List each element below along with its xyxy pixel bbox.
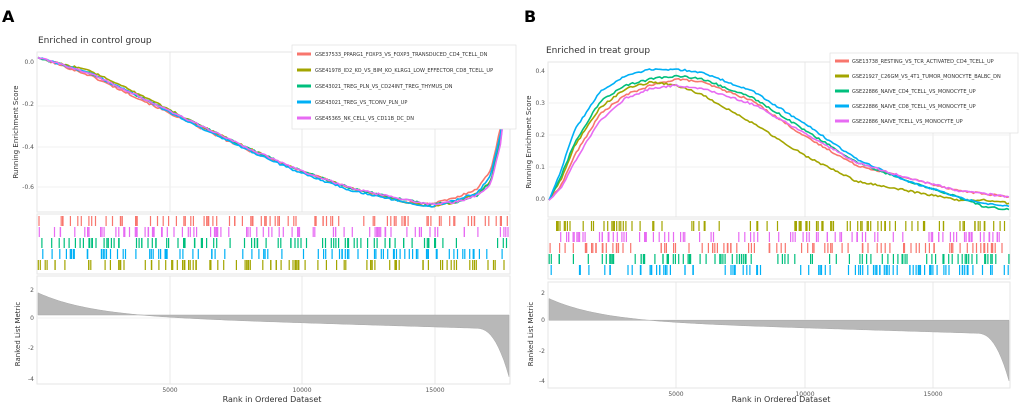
x-tick-label: 10000 bbox=[795, 391, 814, 398]
panel-b-es-frame bbox=[547, 61, 1011, 218]
es-ytick-label: -0.2 bbox=[22, 101, 34, 108]
es-ytick-label: 0.3 bbox=[535, 100, 545, 107]
legend-entry: GSE43021_TREG_VS_TCONV_PLN_UP bbox=[315, 100, 407, 106]
es-ytick-label: 0.2 bbox=[535, 132, 545, 139]
metric-ytick-label: 0 bbox=[541, 317, 545, 324]
metric-ytick-label: 2 bbox=[541, 290, 545, 297]
panel-a-es-frame bbox=[36, 51, 511, 213]
legend-entry: GSE22886_NAIVE_TCELL_VS_MONOCYTE_UP bbox=[852, 119, 963, 125]
panel-b-metric-frame bbox=[547, 281, 1011, 389]
panel-b-metric-plot: 2 0 -2 -4 5000 10000 15000 bbox=[539, 281, 1011, 398]
legend-box bbox=[291, 44, 517, 130]
legend-entry: GSE22886_NAIVE_CD8_TCELL_VS_MONOCYTE_UP bbox=[852, 104, 976, 110]
panel-a-metric-frame bbox=[36, 275, 511, 385]
metric-ytick-label: -2 bbox=[28, 345, 34, 352]
panel-a-metric-plot: 2 0 -2 -4 5000 10000 15000 bbox=[28, 275, 511, 394]
legend-box bbox=[829, 52, 1019, 134]
panel-a: A Enriched in control group Running Enri… bbox=[2, 7, 517, 404]
legend-entry: GSE37533_PPARG1_FOXP3_VS_FOXP3_TRANSDUCE… bbox=[315, 52, 488, 58]
panel-b-hit-tracks bbox=[547, 218, 1011, 280]
panel-a-label: A bbox=[2, 7, 15, 26]
es-curve-gse22886-tcell bbox=[548, 84, 1010, 201]
es-curve-gse21927 bbox=[548, 80, 1010, 205]
es-ytick-label: -0.4 bbox=[22, 144, 34, 151]
metric-ytick-label: 2 bbox=[30, 287, 34, 294]
x-tick-label: 15000 bbox=[923, 391, 942, 398]
legend-entry: GSE13738_RESTING_VS_TCR_ACTIVATED_CD4_TC… bbox=[852, 59, 994, 65]
es-ytick-label: 0.4 bbox=[535, 68, 545, 75]
panel-a-es-ylabel: Running Enrichment Score bbox=[12, 85, 20, 178]
panel-b-es-plot: 0.4 0.3 0.2 0.1 0.0 GSE13738_RESTING_VS_… bbox=[535, 52, 1019, 218]
legend-entry: GSE45365_NK_CELL_VS_CD11B_DC_DN bbox=[315, 116, 414, 122]
panel-b-es-ylabel: Running Enrichment Score bbox=[525, 95, 533, 188]
panel-b: B Enriched in treat group Running Enrich… bbox=[524, 7, 1019, 404]
es-ytick-label: -0.6 bbox=[22, 184, 34, 191]
panel-a-es-plot: 0.0 -0.2 -0.4 -0.6 GSE37533_PPARG1_FOXP3… bbox=[22, 44, 517, 213]
legend-entry: GSE43021_TREG_PLN_VS_CD24INT_TREG_THYMUS… bbox=[315, 84, 453, 90]
metric-ytick-label: 0 bbox=[30, 315, 34, 322]
panel-b-hit-marks bbox=[548, 221, 1010, 275]
es-curve-gse45365 bbox=[37, 56, 510, 206]
x-tick-label: 5000 bbox=[668, 391, 683, 398]
panel-a-ranked-metric-area bbox=[37, 292, 510, 377]
metric-ytick-label: -4 bbox=[539, 378, 545, 385]
panel-b-ranked-metric-area bbox=[548, 298, 1010, 381]
panel-a-metric-ylabel: Ranked List Metric bbox=[14, 302, 22, 367]
legend-entry: GSE21927_C26GM_VS_4T1_TUMOR_MONOCYTE_BAL… bbox=[852, 74, 1001, 80]
panel-b-label: B bbox=[524, 7, 536, 26]
x-tick-label: 10000 bbox=[292, 387, 311, 394]
panel-b-xlabel: Rank in Ordered Dataset bbox=[732, 395, 831, 404]
es-curve-gse22886-cd8 bbox=[548, 68, 1010, 208]
panel-b-legend: GSE13738_RESTING_VS_TCR_ACTIVATED_CD4_TC… bbox=[829, 52, 1019, 134]
panel-b-metric-ylabel: Ranked List Metric bbox=[527, 302, 535, 367]
x-tick-label: 15000 bbox=[425, 387, 444, 394]
legend-entry: GSE41978_ID2_KO_VS_BIM_KO_KLRG1_LOW_EFFE… bbox=[315, 68, 493, 74]
panel-b-title: Enriched in treat group bbox=[546, 46, 650, 56]
metric-ytick-label: -4 bbox=[28, 376, 34, 383]
es-ytick-label: 0.1 bbox=[535, 164, 545, 171]
metric-ytick-label: -2 bbox=[539, 348, 545, 355]
legend-entry: GSE22886_NAIVE_CD4_TCELL_VS_MONOCYTE_UP bbox=[852, 89, 976, 95]
es-ytick-label: 0.0 bbox=[24, 59, 34, 66]
panel-a-hit-tracks bbox=[36, 213, 511, 275]
panel-a-legend: GSE37533_PPARG1_FOXP3_VS_FOXP3_TRANSDUCE… bbox=[291, 44, 517, 130]
panel-a-hit-marks bbox=[37, 216, 509, 270]
x-tick-label: 5000 bbox=[162, 387, 177, 394]
panel-a-xlabel: Rank in Ordered Dataset bbox=[223, 395, 322, 404]
panel-a-title: Enriched in control group bbox=[38, 36, 152, 46]
es-ytick-label: 0.0 bbox=[535, 196, 545, 203]
